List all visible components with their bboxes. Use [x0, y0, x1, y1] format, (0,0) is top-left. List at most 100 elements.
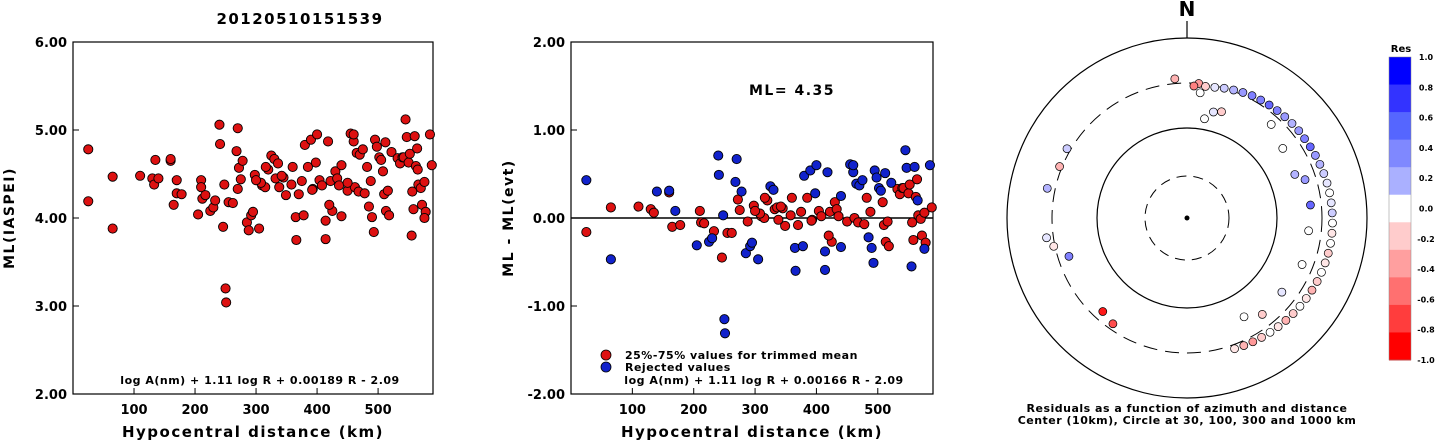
map-point [1055, 162, 1064, 171]
middle-x-tick-label: 200 [680, 403, 707, 418]
map-point [1327, 228, 1337, 238]
map-point [1304, 226, 1313, 236]
colorbar-tick-label: 0.8 [1419, 83, 1434, 92]
map-point [1311, 151, 1320, 160]
middle-point [780, 220, 791, 231]
middle-point [785, 210, 796, 221]
left-point [426, 160, 437, 171]
middle-point [871, 172, 882, 183]
left-point [237, 155, 248, 166]
map-point [1266, 120, 1276, 129]
colorbar-tick-label: -0.4 [1417, 265, 1435, 274]
middle-point [605, 202, 616, 213]
middle-point [664, 185, 675, 196]
middle-y-tick-label: 0.00 [533, 212, 565, 227]
left-point [336, 160, 347, 171]
map-point [1257, 310, 1267, 319]
right-panel: N Residuals as a function of azimuth and… [1006, 0, 1435, 427]
middle-point [911, 174, 923, 185]
middle-point [835, 241, 847, 253]
colorbar-tick-label: -1.0 [1417, 356, 1435, 365]
map-point [1295, 301, 1305, 311]
map-point [1257, 333, 1266, 342]
left-y-tick-label: 3.00 [35, 300, 67, 315]
left-formula: log A(nm) + 1.11 log R + 0.00189 R - 2.0… [120, 374, 399, 387]
left-x-tick-label: 500 [365, 403, 392, 418]
map-point [1301, 294, 1311, 303]
left-point [251, 175, 262, 186]
range-circle-300km [1051, 82, 1323, 354]
left-x-tick-label: 400 [303, 403, 330, 418]
left-point [362, 161, 373, 173]
map-point [1195, 88, 1205, 98]
left-point [231, 146, 242, 157]
middle-x-ticks: 100 200 300 400 500 [619, 388, 891, 418]
left-point [254, 223, 265, 234]
middle-point [819, 246, 831, 257]
left-point [333, 180, 345, 191]
left-point [107, 171, 118, 182]
middle-point [773, 214, 784, 225]
left-point [215, 139, 226, 150]
middle-point [792, 219, 804, 231]
left-point [227, 197, 238, 209]
left-point [232, 123, 243, 134]
colorbar-frame [1388, 56, 1412, 361]
middle-point [718, 210, 729, 221]
middle-point [730, 176, 741, 187]
middle-point [633, 201, 644, 212]
left-point [276, 170, 287, 181]
colorbar-cell [1389, 277, 1411, 306]
map-point [1320, 258, 1330, 268]
map-point [1272, 106, 1282, 115]
colorbar-cell [1389, 167, 1411, 196]
left-point [368, 227, 379, 238]
left-point [287, 161, 298, 173]
middle-point [904, 179, 915, 190]
map-point [1325, 188, 1334, 198]
map-point [1217, 107, 1226, 117]
left-point [359, 188, 370, 199]
ml-annotation: ML= 4.35 [749, 83, 835, 99]
left-y-ticks: 2.00 3.00 4.00 5.00 6.00 [35, 36, 79, 403]
middle-point [719, 314, 730, 325]
middle-panel: -2.00 -1.00 0.00 1.00 2.00 100 200 300 400 500 M… [501, 36, 937, 441]
left-point [196, 182, 207, 193]
middle-point [742, 216, 753, 227]
map-point [1319, 169, 1329, 178]
map-point [1300, 134, 1309, 144]
colorbar-cell [1389, 84, 1411, 113]
left-point [302, 161, 313, 173]
colorbar-cell [1389, 332, 1411, 361]
colorbar-ticks: 1.0 0.8 0.6 0.4 0.2 0.0 -0.2 -0.4 -0.6 -0.8 -1.0 [1417, 53, 1435, 365]
legend-marker-trimmed [600, 349, 612, 361]
colorbar-cell [1389, 194, 1411, 223]
middle-y-tick-label: -2.00 [528, 388, 565, 403]
left-point [220, 283, 231, 294]
middle-point [848, 160, 859, 171]
map-point [1248, 337, 1258, 347]
middle-point [759, 192, 770, 203]
left-point [312, 129, 323, 140]
colorbar-cell [1389, 139, 1411, 168]
left-point [176, 189, 187, 200]
map-point [1305, 142, 1315, 152]
map-point [1294, 126, 1304, 136]
middle-point [816, 211, 827, 222]
left-point [357, 144, 368, 155]
map-point [1288, 309, 1298, 318]
middle-point [713, 169, 724, 180]
map-point [1322, 178, 1332, 188]
range-circle-30km [1144, 175, 1230, 261]
left-y-tick-label: 4.00 [35, 212, 67, 227]
middle-point [912, 195, 923, 206]
middle-point [648, 207, 659, 218]
left-point [280, 190, 291, 201]
middle-point [919, 207, 930, 218]
middle-point [806, 215, 817, 226]
middle-point [811, 160, 822, 171]
left-point [235, 174, 246, 185]
left-point [384, 210, 395, 221]
left-point [365, 175, 376, 187]
